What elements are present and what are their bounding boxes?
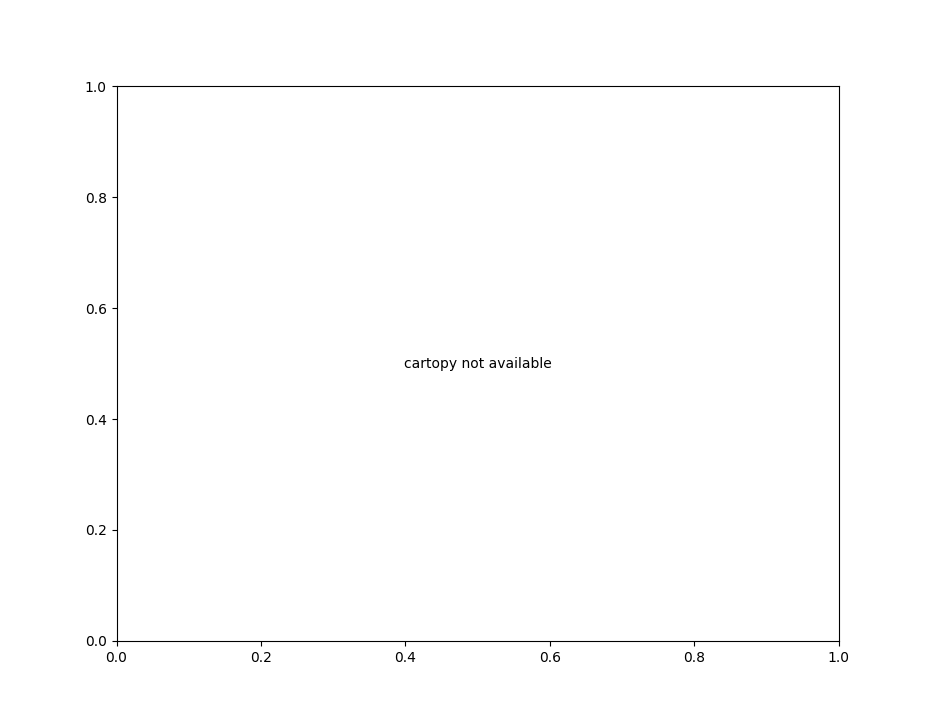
Text: cartopy not available: cartopy not available [404,356,552,371]
